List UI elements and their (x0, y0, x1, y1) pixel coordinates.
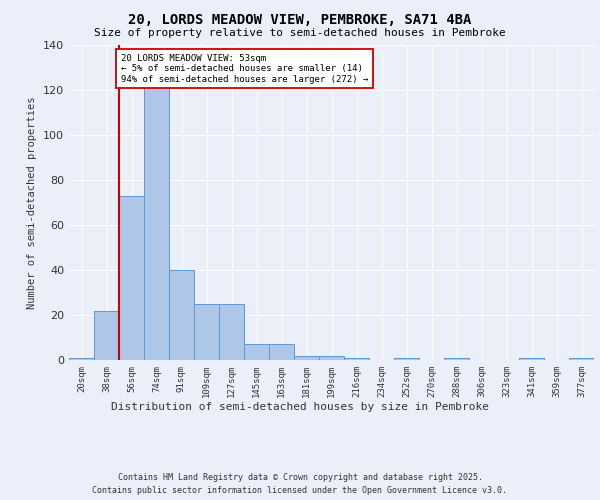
Bar (569, 358, 594, 360)
Bar (94, 310, 119, 360)
Text: Contains public sector information licensed under the Open Government Licence v3: Contains public sector information licen… (92, 486, 508, 495)
Bar (244, 344, 269, 360)
Text: 20, LORDS MEADOW VIEW, PEMBROKE, SA71 4BA: 20, LORDS MEADOW VIEW, PEMBROKE, SA71 4B… (128, 12, 472, 26)
Y-axis label: Number of semi-detached properties: Number of semi-detached properties (28, 96, 37, 308)
Bar (519, 358, 544, 360)
Bar (169, 270, 194, 360)
Text: Size of property relative to semi-detached houses in Pembroke: Size of property relative to semi-detach… (94, 28, 506, 38)
Bar (219, 304, 244, 360)
Bar (444, 358, 469, 360)
Bar (69, 358, 94, 360)
Text: Distribution of semi-detached houses by size in Pembroke: Distribution of semi-detached houses by … (111, 402, 489, 412)
Text: Contains HM Land Registry data © Crown copyright and database right 2025.: Contains HM Land Registry data © Crown c… (118, 472, 482, 482)
Text: 20 LORDS MEADOW VIEW: 53sqm
← 5% of semi-detached houses are smaller (14)
94% of: 20 LORDS MEADOW VIEW: 53sqm ← 5% of semi… (121, 54, 368, 84)
Bar (294, 356, 319, 360)
Bar (269, 344, 294, 360)
Bar (144, 86, 169, 360)
Bar (119, 196, 144, 360)
Bar (394, 358, 419, 360)
Bar (194, 304, 219, 360)
Bar (319, 356, 344, 360)
Bar (344, 358, 369, 360)
